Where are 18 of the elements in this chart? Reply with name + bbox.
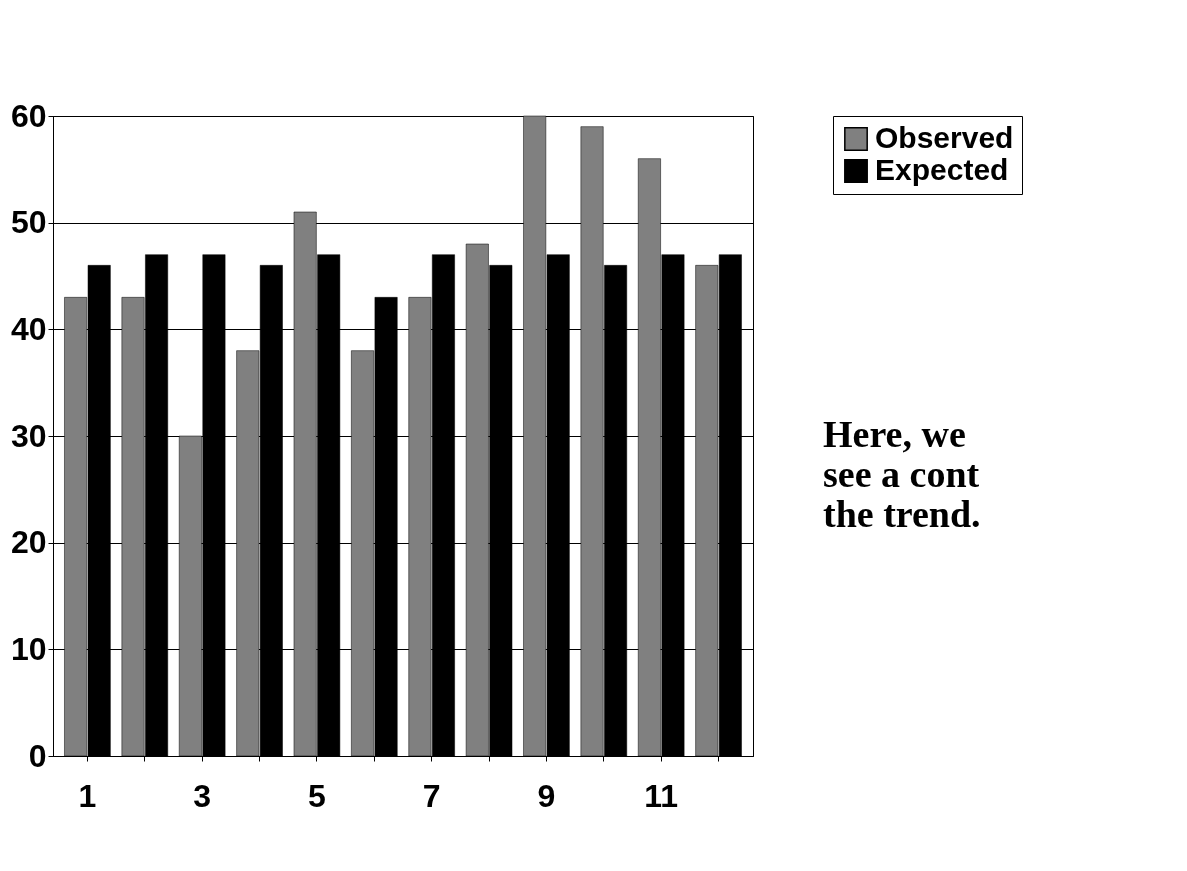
x-tick-label: 9 — [537, 777, 556, 814]
x-tick-label: 7 — [422, 777, 441, 814]
y-tick-label: 10 — [10, 630, 47, 667]
y-tick-label: 50 — [10, 204, 47, 241]
y-tick-label: 60 — [10, 97, 47, 134]
text: the trend. — [823, 493, 981, 535]
text: Here, we — [823, 413, 966, 455]
x-tick-label: 3 — [193, 777, 212, 814]
text: see a cont — [823, 453, 980, 495]
y-tick-label: 40 — [10, 310, 47, 347]
y-tick-label: 20 — [10, 524, 47, 561]
legend-label: Expected — [875, 153, 1009, 186]
y-tick-label: 0 — [28, 737, 47, 774]
legend-label: Observed — [875, 121, 1014, 154]
x-tick-label: 1 — [78, 777, 97, 814]
x-tick-label: 5 — [308, 777, 326, 814]
y-tick-label: 30 — [10, 417, 47, 454]
x-tick-label: 11 — [644, 777, 679, 814]
